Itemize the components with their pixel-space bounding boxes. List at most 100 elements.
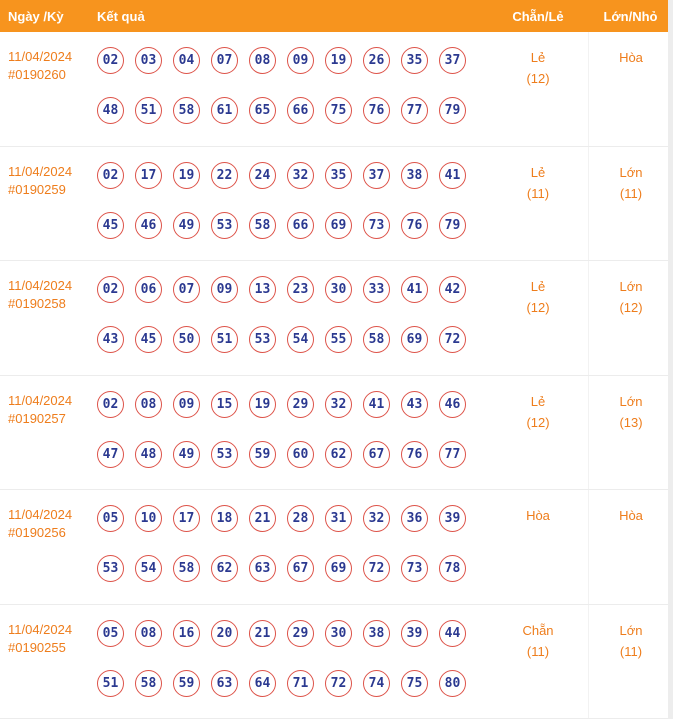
drawn-numbers-cell: 02 06 07 09 13 23 30 33 41 42 43 45 50 51 53 54 55 58 69 7… [90,261,488,375]
number-ball: 32 [363,505,390,532]
number-ball: 76 [363,97,390,124]
even-odd-cell: Hòa [488,490,588,604]
number-ball: 53 [97,555,124,582]
scrollbar[interactable] [668,0,673,719]
number-ball: 15 [211,390,238,418]
result-row: 11/04/2024 #0190255 05 08 16 20 21 29 30 38 39 44… [0,604,673,719]
number-ball: 30 [325,276,352,303]
number-ball: 36 [401,505,428,532]
even-odd-value: Hòa [526,508,550,523]
drawn-numbers-cell: 05 10 17 18 21 28 31 32 36 39 53 54 58 62 63 67 69 72 73 7… [90,490,488,604]
result-row: 11/04/2024 #0190256 05 10 17 18 21 28 31 32 36 39… [0,490,673,605]
number-ball: 03 [135,47,162,74]
number-ball: 47 [97,440,124,468]
number-ball: 23 [287,276,314,303]
number-ball: 43 [97,326,124,353]
draw-id: #0190259 [8,181,66,197]
number-ball: 76 [401,440,428,468]
number-ball: 41 [401,276,428,303]
number-ball: 75 [325,97,352,124]
even-odd-value: Lẻ [530,164,546,180]
number-ball: 79 [439,97,466,124]
number-ball: 09 [211,276,238,303]
number-ball: 80 [439,669,466,697]
numbers-line-1: 02 03 04 07 08 09 19 26 35 37 [97,47,488,74]
draw-info-cell: 11/04/2024 #0190260 [0,32,90,146]
even-odd-count: (11) [526,185,550,201]
number-ball: 04 [173,47,200,74]
number-ball: 49 [173,211,200,239]
number-ball: 09 [173,390,200,418]
result-row: 11/04/2024 #0190257 02 08 09 15 19 29 32 41 43 46… [0,375,673,490]
number-ball: 62 [325,440,352,468]
number-ball: 29 [287,619,314,647]
number-ball: 67 [363,440,390,468]
number-ball: 37 [363,161,390,189]
results-body: 11/04/2024 #0190260 02 03 04 07 08 09 19 26 35 37… [0,32,673,719]
number-ball: 51 [135,97,162,124]
big-small-value: Lớn [619,279,643,294]
number-ball: 19 [249,390,276,418]
draw-info-cell: 11/04/2024 #0190258 [0,261,90,375]
number-ball: 20 [211,619,238,647]
big-small-count: (12) [619,300,643,315]
number-ball: 46 [439,390,466,418]
even-odd-cell: Lẻ (12) [488,376,588,490]
number-ball: 38 [363,619,390,647]
number-ball: 19 [325,47,352,74]
even-odd-count: (12) [526,71,550,86]
number-ball: 72 [363,555,390,582]
number-ball: 62 [211,555,238,582]
number-ball: 41 [363,390,390,418]
number-ball: 69 [325,555,352,582]
number-ball: 58 [249,211,276,239]
number-ball: 69 [401,326,428,353]
number-ball: 77 [439,440,466,468]
number-ball: 02 [97,161,124,189]
header-date-col: Ngày /Kỳ [8,8,64,24]
result-row: 11/04/2024 #0190258 02 06 07 09 13 23 30 33 41 42… [0,261,673,376]
even-odd-cell: Chẵn (11) [488,605,588,719]
draw-info-cell: 11/04/2024 #0190255 [0,605,90,719]
number-ball: 08 [135,390,162,418]
numbers-line-2: 53 54 58 62 63 67 69 72 73 78 [97,555,488,582]
big-small-value: Hòa [619,50,643,65]
number-ball: 54 [287,326,314,353]
number-ball: 53 [211,440,238,468]
even-odd-count: (12) [526,414,550,430]
number-ball: 76 [401,211,428,239]
draw-info-cell: 11/04/2024 #0190259 [0,147,90,261]
table-header: Ngày /Kỳ Kết quả Chẵn/Lẻ Lớn/Nhỏ [0,0,673,32]
number-ball: 63 [211,669,238,697]
numbers-line-1: 05 08 16 20 21 29 30 38 39 44 [97,619,488,647]
draw-date: 11/04/2024 [8,621,73,637]
big-small-value: Lớn [619,164,643,180]
even-odd-cell: Lẻ (12) [488,261,588,375]
number-ball: 72 [439,326,466,353]
number-ball: 78 [439,555,466,582]
draw-id: #0190256 [8,525,66,540]
number-ball: 66 [287,211,314,239]
number-ball: 73 [401,555,428,582]
number-ball: 77 [401,97,428,124]
number-ball: 44 [439,619,466,647]
number-ball: 51 [211,326,238,353]
number-ball: 30 [325,619,352,647]
draw-date: 11/04/2024 [8,507,73,522]
number-ball: 24 [249,161,276,189]
number-ball: 32 [287,161,314,189]
number-ball: 18 [211,505,238,532]
big-small-count: (11) [619,643,643,659]
number-ball: 26 [363,47,390,74]
number-ball: 42 [439,276,466,303]
number-ball: 61 [211,97,238,124]
number-ball: 32 [325,390,352,418]
number-ball: 07 [173,276,200,303]
number-ball: 54 [135,555,162,582]
number-ball: 17 [135,161,162,189]
big-small-value: Lớn [619,393,643,409]
number-ball: 58 [173,97,200,124]
big-small-value: Hòa [619,508,643,523]
number-ball: 79 [439,211,466,239]
